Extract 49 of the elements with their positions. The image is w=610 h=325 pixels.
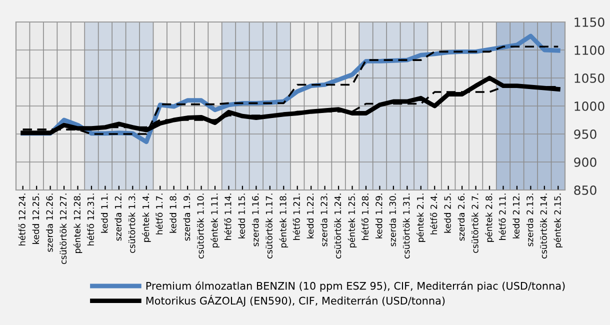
y-tick-label: 850 <box>574 185 596 195</box>
x-tick-label: szerda 12.26. <box>46 194 53 252</box>
x-tick-label: hétfő 1.28. <box>361 194 369 240</box>
x-tick-label: hétfő 12.31. <box>86 194 94 246</box>
x-tick-label: hétfő 12.24. <box>18 194 26 246</box>
x-tick-label: kedd 1.8. <box>170 194 176 233</box>
x-tick-label: szerda 2.6. <box>458 194 465 241</box>
x-tick-label: hétfő 2.4. <box>430 194 438 234</box>
x-tick-label: péntek 1.18. <box>279 194 288 248</box>
legend-label: Motorikus GÁZOLAJ (EN590), CIF, Mediterrán (USD/tonna) <box>146 294 445 307</box>
y-tick-label: 900 <box>574 157 596 167</box>
x-tick-label: péntek 1.4. <box>142 194 151 242</box>
x-tick-label: kedd 2.12. <box>512 194 520 238</box>
x-tick-label: szerda 1.30. <box>389 194 396 246</box>
x-tick-label: péntek 1.25. <box>348 194 357 248</box>
y-tick-label: 1050 <box>574 73 604 83</box>
x-tick-label: hétfő 1.7. <box>156 194 163 234</box>
x-tick-label: péntek 2.1. <box>416 194 426 242</box>
x-tick-label: kedd 1.22. <box>306 194 314 238</box>
x-tick-label: csütörtök 1.17. <box>266 194 272 258</box>
x-tick-label: csütörtök 1.3. <box>128 194 136 253</box>
x-tick-label: szerda 1.23. <box>320 194 328 246</box>
x-tick-label: hétfő 1.14. <box>224 194 232 240</box>
y-tick-label: 1150 <box>574 17 604 27</box>
y-tick-label: 1100 <box>574 45 604 55</box>
x-tick-label: csütörtök 12.27. <box>60 194 67 264</box>
x-tick-label: hétfő 1.21. <box>292 194 300 240</box>
x-tick-label: csütörtök 2.7. <box>472 194 478 253</box>
y-tick-label: 1000 <box>574 101 604 111</box>
x-tick-label: kedd 1.29. <box>375 194 382 238</box>
x-tick-label: csütörtök 1.10. <box>197 194 204 258</box>
x-tick-label: szerda 1.9. <box>183 194 190 241</box>
x-tick-label: kedd 2.5. <box>444 194 451 233</box>
x-tick-label: kedd 12.25. <box>32 194 40 244</box>
x-tick-label: péntek 2.8. <box>485 194 494 242</box>
legend-label: Premium ólmozatlan BENZIN (10 ppm ESZ 95), CIF, Mediterrán piac (USD/tonna) <box>146 281 565 292</box>
x-tick-label: péntek 2.15. <box>554 194 563 248</box>
y-tick-label: 950 <box>574 129 596 139</box>
x-tick-label: szerda 1.16. <box>252 194 259 246</box>
x-tick-label: hétfő 2.11. <box>498 194 506 240</box>
x-tick-label: szerda 1.2. <box>114 194 122 241</box>
x-tick-label: csütörtök 2.14. <box>540 194 547 258</box>
x-tick-label: szerda 2.13. <box>526 194 534 246</box>
x-tick-label: kedd 1.1. <box>100 194 108 233</box>
x-tick-label: péntek 1.11. <box>210 194 220 248</box>
x-tick-label: kedd 1.15. <box>238 194 245 238</box>
x-tick-label: péntek 12.28. <box>73 194 82 253</box>
x-tick-label: csütörtök 1.24. <box>334 194 342 258</box>
x-tick-label: csütörtök 1.31. <box>402 194 410 258</box>
